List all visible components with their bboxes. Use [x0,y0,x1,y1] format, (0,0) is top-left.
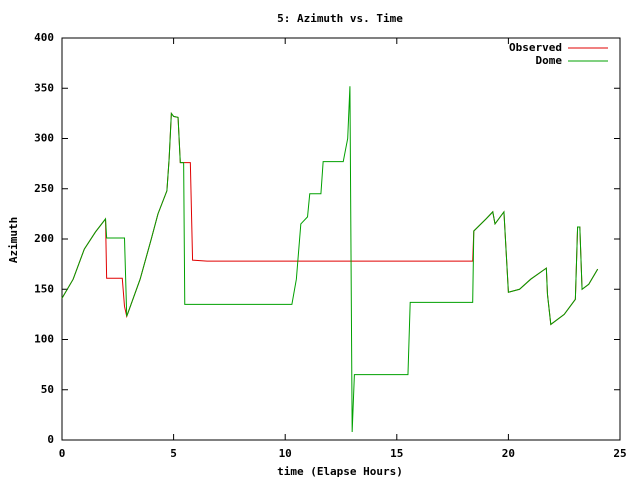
legend-label: Dome [536,54,563,67]
y-tick-label: 300 [34,132,54,145]
x-tick-label: 25 [613,447,626,460]
plot-border [61,37,621,441]
x-tick-label: 5 [170,447,177,460]
y-tick-label: 250 [34,182,54,195]
chart-title: 5: Azimuth vs. Time [277,12,403,25]
x-tick-label: 20 [502,447,515,460]
x-tick-label: 10 [279,447,292,460]
legend-label: Observed [509,41,562,54]
x-tick-label: 15 [390,447,403,460]
x-tick-label: 0 [59,447,66,460]
y-tick-label: 350 [34,81,54,94]
y-axis-label: Azimuth [7,217,20,263]
y-tick-label: 400 [34,31,54,44]
y-tick-label: 50 [41,383,54,396]
series-line [61,86,599,432]
series-line [61,111,599,326]
y-tick-label: 200 [34,232,54,245]
y-tick-label: 150 [34,282,54,295]
y-tick-label: 100 [34,333,54,346]
x-axis-label: time (Elapse Hours) [277,465,403,478]
y-tick-label: 0 [47,433,54,446]
